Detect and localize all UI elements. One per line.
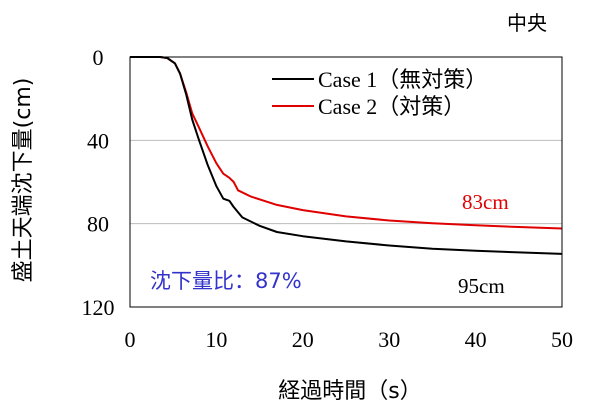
plot-frame bbox=[129, 56, 563, 308]
x-tick-labels: 0 10 20 30 40 50 bbox=[125, 327, 574, 352]
y-tick-label: 40 bbox=[87, 128, 109, 153]
chart-title: 中央 bbox=[507, 11, 547, 35]
legend-label-case2: Case 2（対策） bbox=[318, 94, 465, 119]
y-tick-labels: 0 40 80 120 bbox=[82, 45, 115, 320]
x-tick-label: 40 bbox=[465, 327, 487, 352]
annotation-case1-final: 95cm bbox=[458, 274, 505, 298]
gridlines bbox=[130, 139, 562, 225]
series-line-case1 bbox=[130, 56, 563, 255]
annotation-ratio: 沈下量比：87% bbox=[150, 269, 302, 293]
legend: Case 1（無対策） Case 2（対策） bbox=[272, 67, 487, 119]
x-tick-label: 50 bbox=[551, 327, 573, 352]
y-tick-label: 0 bbox=[93, 45, 104, 70]
annotation-case2-final: 83cm bbox=[462, 190, 509, 214]
legend-label-case1: Case 1（無対策） bbox=[318, 67, 487, 92]
y-tick-label: 80 bbox=[87, 212, 109, 237]
x-tick-label: 0 bbox=[125, 327, 136, 352]
y-axis-label: 盛土天端沈下量(cm) bbox=[11, 78, 36, 283]
x-tick-label: 20 bbox=[292, 327, 314, 352]
x-tick-label: 30 bbox=[378, 327, 400, 352]
series-lines bbox=[130, 56, 563, 255]
x-axis-label: 経過時間（s） bbox=[278, 379, 421, 404]
y-tick-label: 120 bbox=[82, 295, 115, 320]
x-tick-label: 10 bbox=[205, 327, 227, 352]
